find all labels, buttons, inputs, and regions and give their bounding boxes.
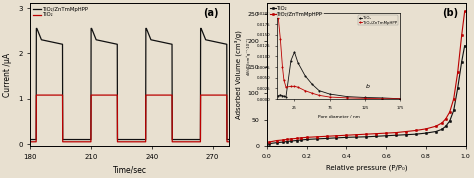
Line: TiO₂: TiO₂ xyxy=(30,95,229,142)
TiO₂/ZnTmMpHPP xyxy=(274,139,280,142)
TiO₂/ZnTmMpHPP xyxy=(226,138,232,141)
Legend: TiO₂, TiO₂/ZnTmMpHPP: TiO₂, TiO₂/ZnTmMpHPP xyxy=(268,5,324,18)
TiO₂ xyxy=(334,137,339,139)
TiO₂/ZnTmMpHPP xyxy=(27,138,33,141)
TiO₂/ZnTmMpHPP xyxy=(84,138,90,141)
TiO₂/ZnTmMpHPP xyxy=(383,132,389,134)
TiO₂/ZnTmMpHPP xyxy=(294,137,300,140)
TiO₂ xyxy=(447,120,453,122)
TiO₂/ZnTmMpHPP xyxy=(443,118,448,120)
TiO₂ xyxy=(226,141,232,143)
TiO₂ xyxy=(27,141,33,143)
TiO₂/ZnTmMpHPP xyxy=(288,138,293,140)
TiO₂/ZnTmMpHPP xyxy=(433,125,438,127)
TiO₂/ZnTmMpHPP xyxy=(403,130,409,133)
TiO₂ xyxy=(33,94,39,96)
TiO₂ xyxy=(364,136,369,138)
X-axis label: Time/sec: Time/sec xyxy=(112,166,146,174)
TiO₂/ZnTmMpHPP xyxy=(354,134,359,136)
TiO₂ xyxy=(443,125,448,127)
TiO₂ xyxy=(84,141,90,143)
TiO₂ xyxy=(288,140,293,142)
TiO₂/ZnTmMpHPP xyxy=(314,136,319,138)
Y-axis label: Adsorbed Volume (cm³/g): Adsorbed Volume (cm³/g) xyxy=(235,30,242,119)
TiO₂ xyxy=(304,138,310,140)
TiO₂ xyxy=(176,141,182,143)
TiO₂ xyxy=(403,134,409,136)
Legend: TiO₂/ZnTmMpHPP, TiO₂: TiO₂/ZnTmMpHPP, TiO₂ xyxy=(32,5,90,19)
TiO₂ xyxy=(433,130,438,133)
TiO₂ xyxy=(294,139,300,142)
TiO₂/ZnTmMpHPP xyxy=(280,139,286,141)
TiO₂ xyxy=(98,94,104,96)
TiO₂/ZnTmMpHPP xyxy=(176,138,182,141)
TiO₂/ZnTmMpHPP xyxy=(459,34,465,36)
TiO₂/ZnTmMpHPP xyxy=(413,129,419,132)
TiO₂ xyxy=(462,45,467,47)
TiO₂/ZnTmMpHPP xyxy=(364,133,369,135)
TiO₂/ZnTmMpHPP xyxy=(304,136,310,138)
TiO₂ xyxy=(96,94,102,96)
TiO₂/ZnTmMpHPP xyxy=(158,41,164,43)
TiO₂ xyxy=(324,137,329,140)
Line: TiO₂/ZnTmMpHPP: TiO₂/ZnTmMpHPP xyxy=(30,28,229,140)
TiO₂ xyxy=(354,136,359,138)
TiO₂/ZnTmMpHPP xyxy=(455,71,461,73)
TiO₂/ZnTmMpHPP xyxy=(324,135,329,137)
Line: TiO₂/ZnTmMpHPP: TiO₂/ZnTmMpHPP xyxy=(268,10,466,143)
TiO₂/ZnTmMpHPP xyxy=(334,135,339,137)
TiO₂/ZnTmMpHPP xyxy=(298,137,303,139)
TiO₂ xyxy=(284,140,290,143)
TiO₂/ZnTmMpHPP xyxy=(284,138,290,140)
TiO₂ xyxy=(423,132,429,134)
TiO₂/ZnTmMpHPP xyxy=(107,41,112,44)
TiO₂ xyxy=(266,143,272,145)
TiO₂/ZnTmMpHPP xyxy=(98,40,104,42)
TiO₂/ZnTmMpHPP xyxy=(96,39,102,41)
TiO₂ xyxy=(107,94,112,96)
TiO₂ xyxy=(459,61,465,63)
TiO₂/ZnTmMpHPP xyxy=(439,122,445,124)
TiO₂ xyxy=(439,128,445,130)
TiO₂/ZnTmMpHPP xyxy=(344,134,349,136)
Text: (b): (b) xyxy=(442,8,458,18)
TiO₂ xyxy=(393,134,399,136)
TiO₂/ZnTmMpHPP xyxy=(451,98,456,100)
TiO₂ xyxy=(158,94,164,96)
TiO₂ xyxy=(413,133,419,135)
Text: (a): (a) xyxy=(203,8,219,18)
TiO₂ xyxy=(280,141,286,143)
TiO₂ xyxy=(374,135,379,137)
TiO₂ xyxy=(344,136,349,138)
TiO₂ xyxy=(451,109,456,111)
TiO₂/ZnTmMpHPP xyxy=(447,111,453,113)
TiO₂ xyxy=(455,87,461,89)
TiO₂/ZnTmMpHPP xyxy=(462,10,467,12)
Line: TiO₂: TiO₂ xyxy=(268,44,466,145)
TiO₂/ZnTmMpHPP xyxy=(393,132,399,134)
TiO₂ xyxy=(298,139,303,141)
TiO₂/ZnTmMpHPP xyxy=(423,128,429,130)
TiO₂ xyxy=(383,135,389,137)
TiO₂ xyxy=(274,142,280,144)
TiO₂ xyxy=(314,138,319,140)
TiO₂/ZnTmMpHPP xyxy=(266,141,272,143)
X-axis label: Relative pressure (P/P₀): Relative pressure (P/P₀) xyxy=(326,164,407,171)
TiO₂/ZnTmMpHPP xyxy=(33,27,39,30)
Y-axis label: Current /μA: Current /μA xyxy=(3,53,12,97)
TiO₂/ZnTmMpHPP xyxy=(374,133,379,135)
